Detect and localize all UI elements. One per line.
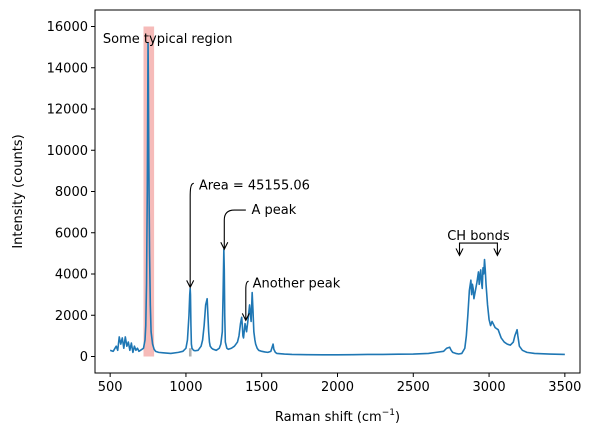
x-tick-label: 3500 <box>548 380 581 395</box>
x-tick-label: 2000 <box>321 380 354 395</box>
x-axis-ticks: 500 1000 1500 2000 2500 3000 3500 <box>98 373 581 395</box>
y-tick-label: 8000 <box>55 185 88 200</box>
x-tick-label: 1000 <box>169 380 202 395</box>
annotation-typical-region: Some typical region <box>103 32 233 47</box>
y-axis-label: Intensity (counts) <box>11 134 26 248</box>
y-tick-label: 16000 <box>47 20 88 35</box>
annotation-ch-bonds: CH bonds <box>447 229 510 244</box>
y-tick-label: 14000 <box>47 61 88 76</box>
y-tick-label: 2000 <box>55 309 88 324</box>
annotation-another-peak-arrow <box>241 280 250 322</box>
y-axis-ticks: 0 2000 4000 6000 8000 10000 12000 14000 16000 <box>47 20 95 365</box>
x-tick-label: 1500 <box>245 380 278 395</box>
annotation-a-peak-arrow <box>220 209 246 251</box>
spectrum-line <box>109 42 565 356</box>
y-tick-label: 0 <box>80 350 88 365</box>
x-tick-label: 2500 <box>397 380 430 395</box>
y-tick-label: 12000 <box>47 103 88 118</box>
x-tick-label: 3000 <box>473 380 506 395</box>
x-tick-label: 500 <box>98 380 123 395</box>
y-tick-label: 10000 <box>47 144 88 159</box>
annotation-a-peak: A peak <box>251 203 296 218</box>
ch-bonds-bracket <box>455 242 502 257</box>
peak-area-fill <box>188 348 192 357</box>
x-axis-label: Raman shift (cm−1) <box>275 408 400 425</box>
annotation-another-peak: Another peak <box>253 276 341 291</box>
plot-area <box>109 26 565 357</box>
annotations: Some typical region Area = 45155.06 A pe… <box>103 32 510 322</box>
annotation-area: Area = 45155.06 <box>199 178 310 193</box>
y-tick-label: 4000 <box>55 268 88 283</box>
y-tick-label: 6000 <box>55 226 88 241</box>
annotation-area-arrow <box>186 182 195 289</box>
